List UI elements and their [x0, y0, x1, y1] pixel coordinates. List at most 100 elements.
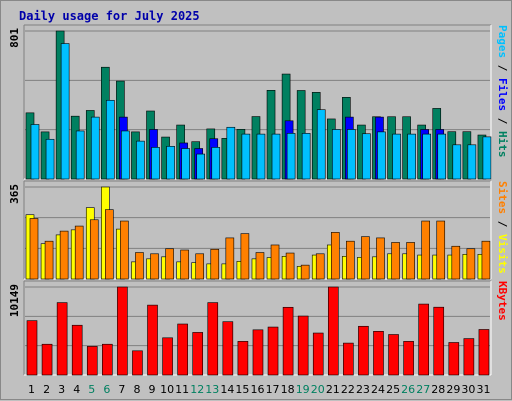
- day-tick-label: 29: [446, 383, 460, 396]
- pages-bar: [347, 129, 356, 180]
- axis-label-sites: Sites: [496, 181, 509, 214]
- sites-bar: [391, 242, 400, 280]
- panel-visits-max-label: 365: [8, 184, 21, 204]
- sites-bar: [105, 209, 114, 280]
- pages-bar: [151, 147, 160, 180]
- sites-bar: [150, 253, 159, 280]
- pages-bar: [482, 136, 492, 180]
- sites-bar: [330, 232, 340, 280]
- sites-bar: [165, 248, 174, 280]
- day-tick-label: 19: [296, 383, 310, 396]
- day-tick-label: 3: [58, 383, 65, 396]
- pages-bar: [256, 133, 266, 180]
- kbytes-bar: [373, 330, 384, 376]
- day-tick-label: 22: [341, 383, 355, 396]
- day-tick-label: 30: [461, 383, 475, 396]
- kbytes-bar: [192, 332, 204, 376]
- day-tick-label: 2: [43, 383, 50, 396]
- sites-bar: [120, 220, 129, 280]
- day-tick-label: 27: [416, 383, 430, 396]
- day-tick-label: 25: [386, 383, 400, 396]
- pages-bar: [407, 133, 416, 180]
- sites-bar: [225, 237, 235, 280]
- panel-hits-max-label: 801: [8, 28, 21, 48]
- pages-bar: [226, 126, 236, 180]
- kbytes-bar: [41, 343, 53, 376]
- day-tick-label: 28: [431, 383, 445, 396]
- kbytes-bar: [26, 320, 38, 376]
- sites-bar: [421, 220, 430, 280]
- pages-bar: [75, 130, 85, 180]
- day-tick-label: 31: [476, 383, 490, 396]
- pages-bar: [377, 131, 386, 180]
- sites-bar: [361, 236, 370, 280]
- pages-bar: [60, 43, 70, 180]
- sites-bar: [436, 220, 446, 280]
- pages-bar: [45, 138, 55, 180]
- kbytes-bar: [237, 341, 249, 376]
- pages-bar: [452, 144, 462, 180]
- day-tick-label: 10: [160, 383, 174, 396]
- kbytes-bar: [252, 329, 264, 376]
- panel-kbytes-max-label: 10149: [8, 284, 21, 317]
- day-tick-label: 24: [371, 383, 385, 396]
- axis-label-hits: Hits: [496, 131, 509, 158]
- kbytes-bar: [297, 315, 309, 376]
- pages-bar: [136, 140, 145, 180]
- kbytes-bar: [147, 304, 158, 376]
- axis-label-separator: /: [496, 214, 509, 234]
- sites-bar: [59, 230, 69, 280]
- sites-bar: [29, 218, 39, 280]
- pages-bar: [30, 124, 40, 180]
- sites-bar: [89, 219, 99, 280]
- kbytes-bar: [403, 341, 414, 376]
- day-tick-label: 20: [311, 383, 325, 396]
- kbytes-bar: [177, 323, 188, 376]
- axis-label-visits: Visits: [496, 234, 509, 274]
- day-tick-label: 1: [28, 383, 35, 396]
- day-tick-label: 5: [88, 383, 95, 396]
- day-tick-label: 14: [220, 383, 234, 396]
- pages-bar: [211, 147, 221, 180]
- day-tick-label: 23: [356, 383, 370, 396]
- kbytes-bar: [132, 350, 143, 376]
- day-tick-label: 21: [326, 383, 340, 396]
- sites-bar: [285, 252, 295, 280]
- sites-bar: [240, 233, 250, 280]
- day-tick-label: 16: [251, 383, 265, 396]
- kbytes-bar: [267, 326, 279, 376]
- kbytes-bar: [56, 302, 68, 376]
- kbytes-bar: [117, 286, 128, 376]
- day-tick-label: 6: [103, 383, 110, 396]
- sites-bar: [255, 252, 265, 280]
- kbytes-bar: [418, 303, 429, 376]
- day-tick-label: 18: [281, 383, 295, 396]
- pages-bar: [90, 116, 100, 180]
- day-tick-label: 8: [133, 383, 140, 396]
- kbytes-bar: [388, 334, 399, 376]
- axis-label-separator: /: [496, 58, 509, 78]
- pages-bar: [196, 153, 206, 180]
- day-tick-label: 4: [73, 383, 80, 396]
- sites-bar: [74, 225, 84, 280]
- pages-bar: [316, 109, 326, 180]
- kbytes-bar: [282, 306, 294, 376]
- axis-label-separator: /: [496, 111, 509, 131]
- day-tick-label: 9: [149, 383, 156, 396]
- sites-bar: [135, 252, 144, 280]
- axis-label-files: Files: [496, 78, 509, 111]
- pages-bar: [437, 133, 447, 180]
- kbytes-bar: [463, 338, 475, 376]
- kbytes-bar: [222, 321, 234, 376]
- pages-bar: [166, 145, 175, 180]
- pages-bar: [301, 133, 311, 180]
- sites-bar: [346, 240, 355, 280]
- sites-bar: [210, 248, 220, 280]
- kbytes-bar: [433, 306, 445, 376]
- kbytes-bar: [327, 286, 339, 376]
- pages-bar: [121, 130, 130, 180]
- kbytes-bar: [86, 346, 98, 376]
- sites-bar: [180, 249, 189, 280]
- day-tick-label: 7: [118, 383, 125, 396]
